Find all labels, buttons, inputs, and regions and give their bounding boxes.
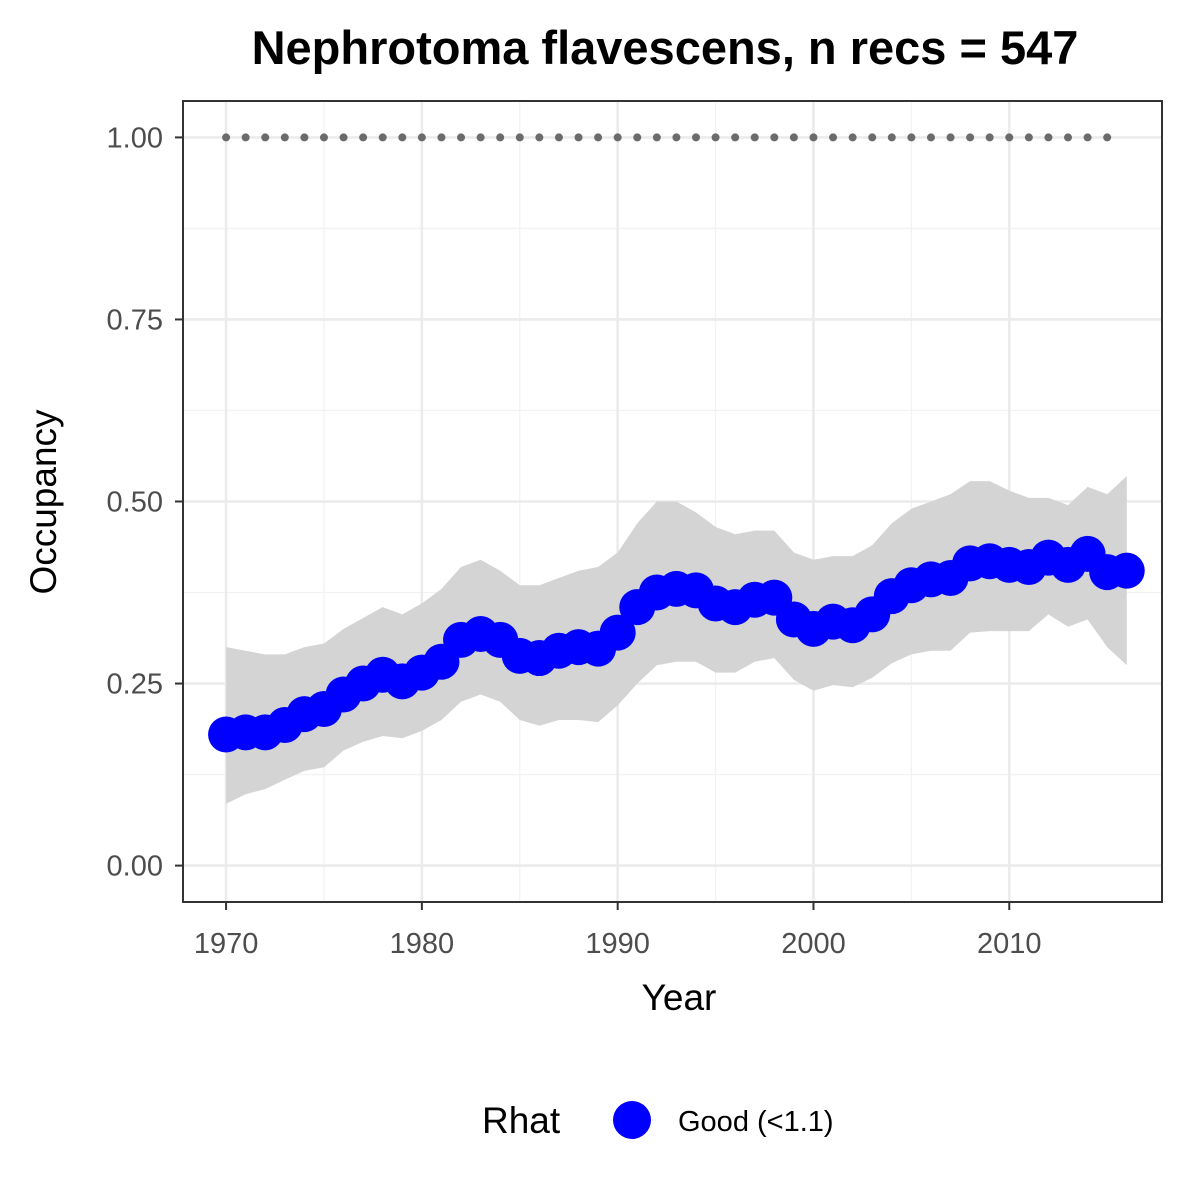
legend: Rhat Good (<1.1) [482,1100,834,1141]
reference-point [398,133,407,142]
x-tick-label: 2000 [781,928,846,960]
occupancy-point [1108,552,1145,589]
occupancy-points [208,535,1145,753]
reference-point [633,133,642,142]
reference-point [574,133,583,142]
reference-point [1044,133,1053,142]
reference-point [280,133,289,142]
reference-point [750,133,759,142]
reference-point [417,133,426,142]
y-tick-label: 0.25 [107,669,163,701]
reference-point [515,133,524,142]
y-tick-label: 1.00 [107,122,163,154]
axis-ticks: 1970 1980 1990 2000 2010 0.00 0.25 0.50 0.75 1.00 [107,122,1042,960]
reference-point [946,133,955,142]
credible-interval-ribbon [226,476,1127,804]
reference-point [359,133,368,142]
reference-point [378,133,387,142]
occupancy-point [599,614,636,651]
reference-point [711,133,720,142]
y-tick-label: 0.00 [107,851,163,883]
x-axis-title: Year [642,977,717,1018]
reference-point [1024,133,1033,142]
reference-point [691,133,700,142]
reference-point [457,133,466,142]
reference-point [535,133,544,142]
reference-point [868,133,877,142]
x-tick-label: 2010 [977,928,1042,960]
reference-point [887,133,896,142]
reference-point [339,133,348,142]
reference-point [261,133,270,142]
reference-point [926,133,935,142]
reference-point [319,133,328,142]
reference-point [1005,133,1014,142]
credible-interval-layer [226,476,1127,804]
y-axis-title: Occupancy [23,409,64,595]
reference-point [1064,133,1073,142]
reference-point [437,133,446,142]
reference-point [966,133,975,142]
legend-label-good: Good (<1.1) [678,1106,834,1138]
reference-point [809,133,818,142]
reference-point [613,133,622,142]
reference-point [496,133,505,142]
reference-point [476,133,485,142]
reference-point [241,133,250,142]
reference-point [789,133,798,142]
x-tick-label: 1980 [390,928,455,960]
reference-point [652,133,661,142]
reference-point [829,133,838,142]
x-tick-label: 1990 [585,928,650,960]
reference-point [554,133,563,142]
reference-point [594,133,603,142]
reference-point [1103,133,1112,142]
reference-point [300,133,309,142]
legend-swatch-good [613,1101,651,1139]
y-tick-label: 0.50 [107,487,163,519]
reference-point [848,133,857,142]
reference-point [907,133,916,142]
x-tick-label: 1970 [194,928,259,960]
legend-title: Rhat [482,1100,561,1141]
reference-points [222,133,1112,142]
y-tick-label: 0.75 [107,304,163,336]
reference-point [731,133,740,142]
reference-point [222,133,231,142]
reference-point [770,133,779,142]
reference-point [1083,133,1092,142]
reference-point [985,133,994,142]
chart-title: Nephrotoma flavescens, n recs = 547 [252,21,1079,74]
reference-point [672,133,681,142]
